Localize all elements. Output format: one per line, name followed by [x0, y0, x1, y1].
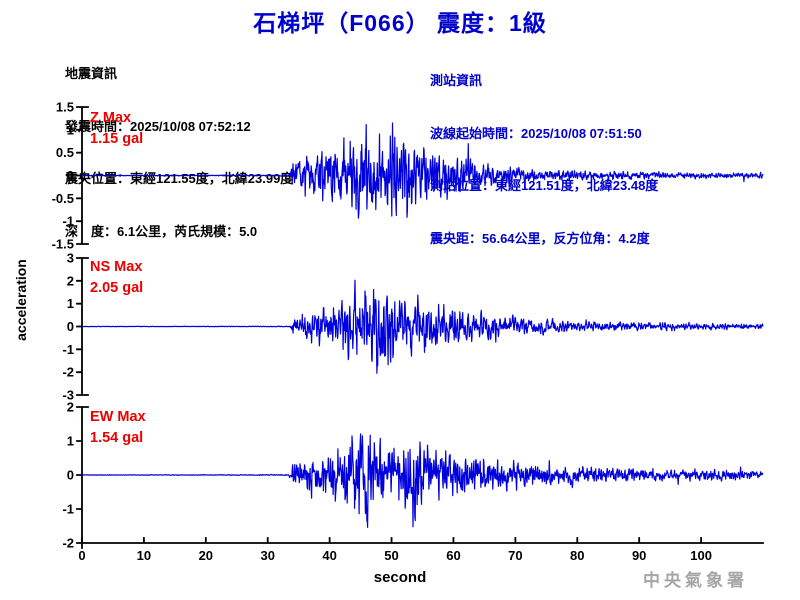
x-tick-label: 70 — [508, 548, 522, 563]
ns-max-label: NS Max 2.05 gal — [90, 257, 143, 299]
y-tick-label: -1 — [62, 214, 74, 229]
x-tick-label: 0 — [78, 548, 85, 563]
origin-time-line: 發震時間：2025/10/08 07:52:12 — [65, 118, 251, 134]
y-tick-label: 2 — [67, 273, 74, 288]
waveform-z — [81, 122, 764, 219]
waveform-ew — [81, 433, 764, 529]
page-title: 石梯坪（F066） 震度：1級 — [253, 10, 547, 36]
ns-max-value: 2.05 gal — [90, 280, 144, 296]
x-tick-label: 30 — [260, 548, 274, 563]
y-axis-label: acceleration — [13, 259, 29, 341]
z-max-value: 1.15 gal — [90, 131, 144, 147]
x-tick-label: 40 — [322, 548, 336, 563]
x-tick-label: 80 — [570, 548, 584, 563]
y-tick-label: 2 — [67, 400, 74, 415]
y-tick-label: 0 — [67, 168, 74, 183]
x-axis — [81, 537, 764, 544]
y-tick-label: -0.5 — [52, 191, 74, 206]
earthquake-info-heading: 地震資訊 — [65, 66, 118, 81]
y-tick-label: 0 — [67, 468, 74, 483]
x-tick-label: 50 — [384, 548, 398, 563]
y-tick-label: 3 — [67, 251, 74, 266]
watermark: 中央氣象署 — [643, 571, 748, 590]
wave-start-time-line: 波線起始時間：2025/10/08 07:51:50 — [430, 125, 642, 141]
x-tick-label: 90 — [632, 548, 646, 563]
station-info-heading: 測站資訊 — [430, 73, 483, 88]
y-tick-label: 1 — [67, 296, 74, 311]
ew-max-value: 1.54 gal — [90, 430, 144, 446]
y-tick-label: 1.5 — [56, 100, 74, 115]
z-max-label: Z Max 1.15 gal — [90, 108, 143, 150]
y-tick-label: -3 — [62, 388, 74, 403]
y-tick-label: -1 — [62, 502, 74, 517]
y-tick-label: 1 — [67, 434, 74, 449]
ns-max-title: NS Max — [90, 259, 143, 275]
y-tick-label: 0.5 — [56, 145, 74, 160]
station-info-block: 測站資訊 波線起始時間：2025/10/08 07:51:50 測站位置：東經1… — [430, 37, 658, 265]
waveform-ns — [81, 279, 764, 374]
station-location-line: 測站位置：東經121.51度，北緯23.48度 — [430, 178, 659, 193]
y-tick-label: 0 — [67, 319, 74, 334]
x-tick-label: 60 — [446, 548, 460, 563]
y-tick-label: -1.5 — [52, 237, 74, 252]
x-tick-label: 20 — [199, 548, 213, 563]
x-tick-label: 10 — [137, 548, 151, 563]
y-tick-label: 1 — [67, 122, 74, 137]
z-max-title: Z Max — [90, 110, 132, 126]
epicentral-distance-line: 震央距：56.64公里，反方位角：4.2度 — [430, 230, 650, 246]
y-tick-label: -2 — [62, 365, 74, 380]
ew-max-label: EW Max 1.54 gal — [90, 407, 146, 449]
x-axis-label: second — [373, 569, 427, 586]
ew-max-title: EW Max — [90, 409, 146, 425]
y-tick-label: -2 — [62, 536, 74, 551]
y-tick-label: -1 — [62, 342, 74, 357]
depth-magnitude-line: 深 度：6.1公里，芮氏規模：5.0 — [65, 223, 258, 239]
x-tick-label: 100 — [690, 548, 712, 563]
y-axis-ew — [76, 406, 89, 549]
